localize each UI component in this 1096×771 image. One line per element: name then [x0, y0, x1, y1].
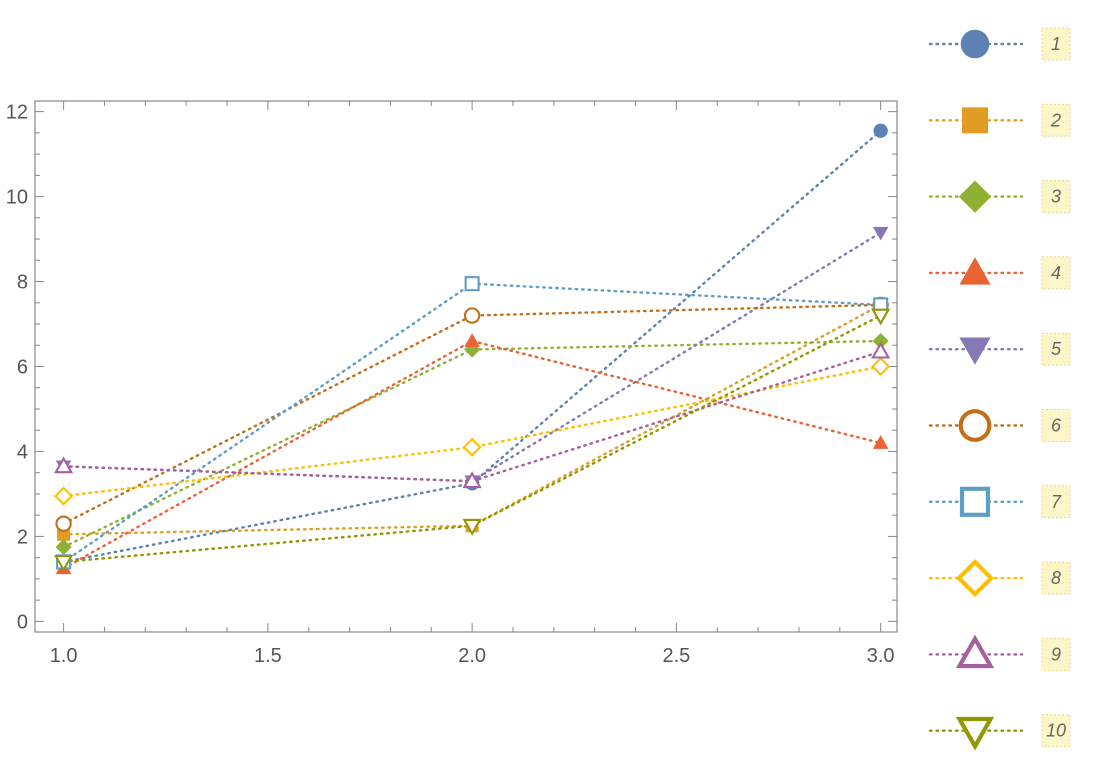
data-point-series-9	[462, 471, 482, 489]
legend-label-box	[1041, 714, 1071, 748]
data-point-series-4	[872, 435, 889, 449]
data-point-series-9	[54, 456, 74, 474]
legend-marker-swatch	[958, 409, 992, 442]
legend-marker-swatch	[955, 716, 995, 751]
legend-marker-swatch	[958, 180, 992, 213]
x-tick-label: 3.0	[867, 645, 895, 667]
y-tick-label: 0	[17, 611, 28, 633]
y-tick-label: 6	[17, 357, 28, 379]
x-tick-label: 1.5	[254, 645, 282, 667]
legend-marker-swatch	[962, 107, 988, 134]
legend-label: 6	[1051, 416, 1062, 436]
legend-label-box	[1041, 180, 1071, 214]
y-tick-label: 4	[17, 441, 28, 463]
legend-entry-2: 2	[928, 103, 1071, 137]
data-point-series-9	[871, 341, 891, 359]
legend-entry-8: 8	[928, 559, 1071, 598]
legend-marker-swatch	[955, 634, 995, 669]
data-point-series-3	[872, 332, 889, 350]
plot-area: 1.0 1.5 2.0 2.5 3.0 0 2 4 6 8 10 12	[6, 100, 898, 667]
y-tick-label: 8	[17, 272, 28, 294]
legend-label-box	[1041, 561, 1071, 595]
data-point-series-10	[462, 518, 482, 536]
data-point-series-3	[55, 538, 72, 556]
legend-label: 9	[1051, 644, 1061, 664]
y-tick-label: 12	[6, 102, 28, 124]
data-point-series-4	[464, 333, 480, 347]
legend-label-box	[1041, 485, 1071, 519]
x-tick-label: 1.0	[50, 645, 78, 667]
legend-label-box	[1041, 256, 1071, 290]
legend-label-box	[1041, 103, 1071, 137]
legend-label: 8	[1051, 568, 1061, 588]
legend-entry-9: 9	[928, 634, 1071, 671]
legend-marker-swatch	[959, 486, 991, 517]
legend-label: 10	[1046, 721, 1066, 741]
legend-entry-5: 5	[928, 332, 1071, 366]
data-point-series-8	[871, 356, 891, 377]
legend-marker-swatch	[959, 337, 991, 365]
legend: 1 2 3 4 5 6 7 8 9 10	[928, 27, 1071, 751]
legend-entry-6: 6	[928, 409, 1071, 442]
legend-entry-4: 4	[928, 256, 1071, 290]
data-point-series-8	[462, 437, 482, 457]
data-point-series-6	[463, 307, 481, 324]
data-point-series-7	[464, 276, 480, 292]
data-point-series-10	[54, 555, 74, 572]
legend-marker-swatch	[955, 559, 995, 598]
legend-label: 5	[1051, 339, 1062, 359]
legend-label-box	[1041, 27, 1071, 61]
legend-label: 1	[1051, 34, 1061, 54]
legend-label-box	[1041, 332, 1071, 366]
legend-label: 3	[1051, 187, 1061, 207]
legend-entry-1: 1	[928, 27, 1071, 61]
legend-label: 2	[1050, 110, 1061, 130]
y-tick-label: 10	[6, 187, 28, 209]
legend-marker-swatch	[960, 29, 990, 59]
legend-marker-swatch	[959, 257, 991, 285]
x-tick-label: 2.5	[662, 645, 690, 667]
legend-label: 4	[1051, 263, 1061, 283]
data-point-series-1	[873, 123, 888, 138]
legend-label-box	[1041, 637, 1071, 671]
legend-entry-3: 3	[928, 180, 1071, 214]
legend-entry-10: 10	[928, 714, 1071, 751]
legend-label-box	[1041, 409, 1071, 442]
legend-label: 7	[1051, 492, 1062, 512]
x-tick-label: 2.0	[458, 645, 486, 667]
plot-frame	[34, 100, 898, 633]
data-point-series-8	[54, 486, 74, 506]
series-line-3	[62, 339, 882, 549]
legend-entry-7: 7	[928, 485, 1071, 519]
y-tick-label: 2	[17, 526, 28, 548]
data-point-series-10	[871, 308, 891, 326]
data-point-series-6	[55, 515, 72, 532]
data-point-series-5	[872, 226, 889, 241]
